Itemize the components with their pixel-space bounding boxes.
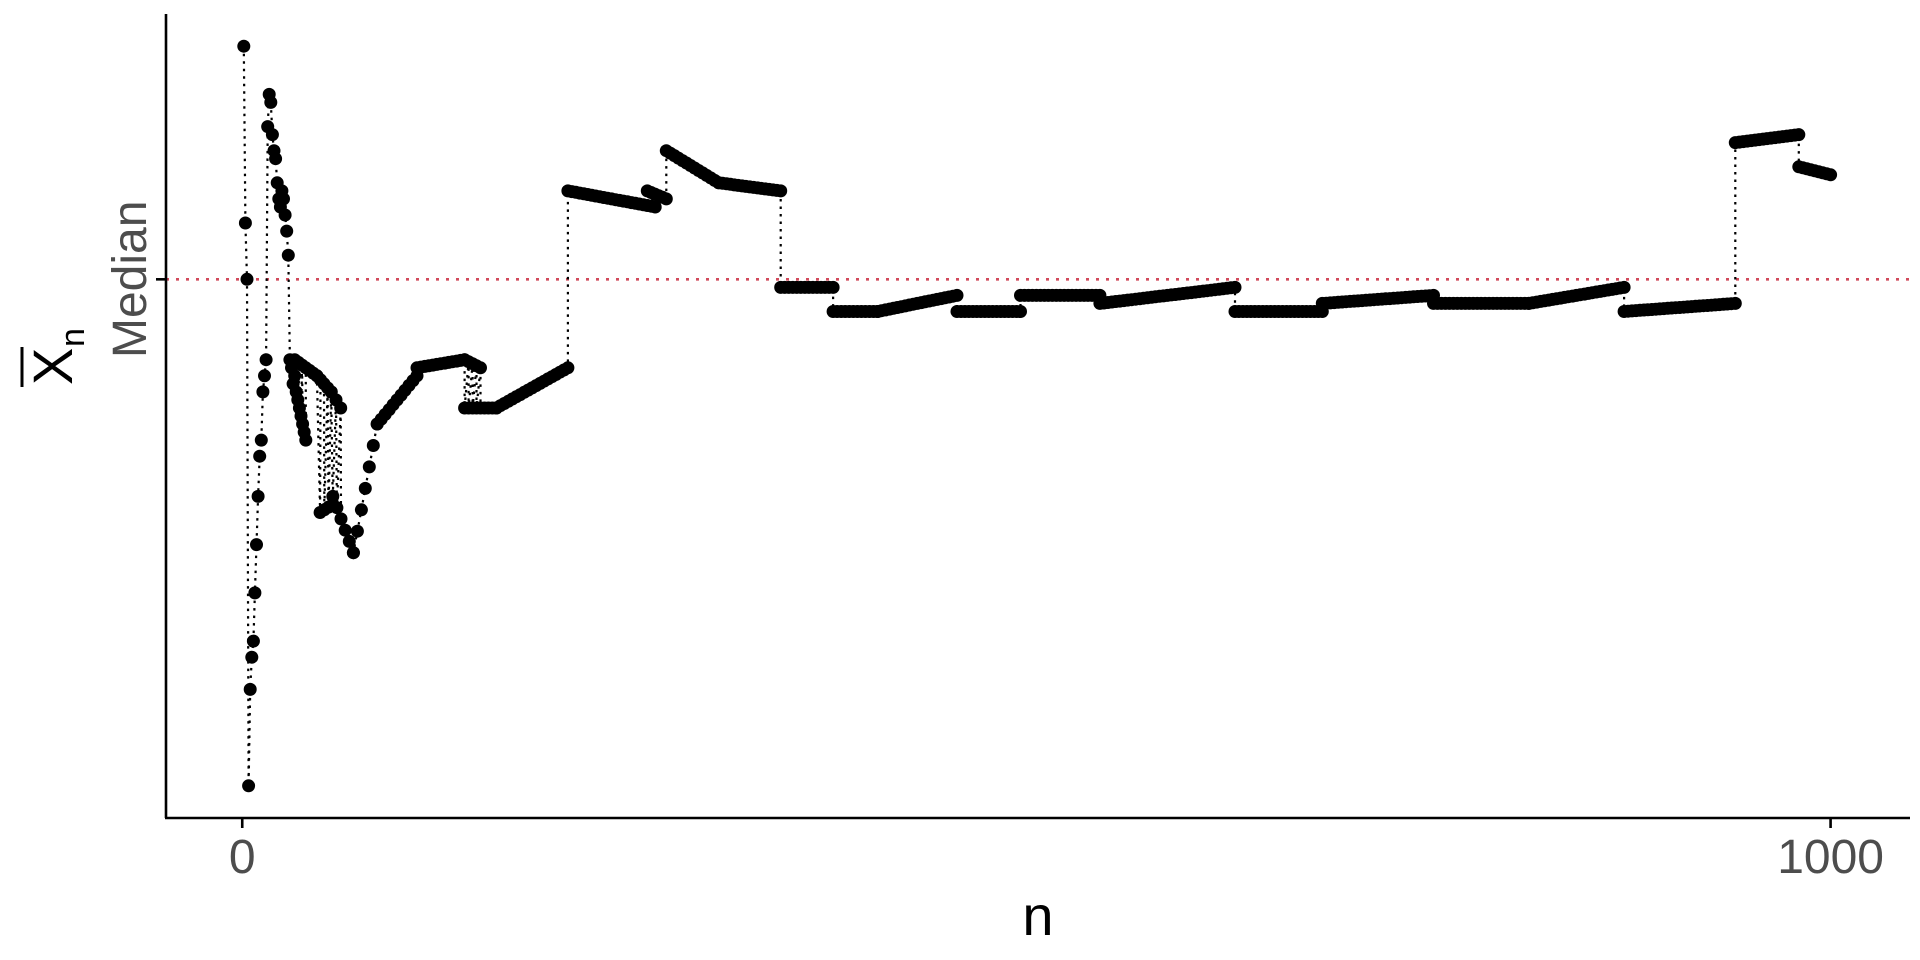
data-point xyxy=(238,216,252,230)
data-point xyxy=(330,501,344,515)
data-point xyxy=(774,184,788,198)
x-tick-label: 0 xyxy=(229,831,256,884)
data-point xyxy=(256,385,270,399)
data-point xyxy=(299,433,313,447)
data-point xyxy=(338,523,352,537)
x-tick-label: 1000 xyxy=(1777,831,1884,884)
data-point xyxy=(248,586,262,600)
data-point xyxy=(561,361,575,375)
data-point xyxy=(237,39,251,53)
data-point xyxy=(474,361,487,375)
data-point xyxy=(358,481,372,495)
data-point xyxy=(250,538,263,552)
data-point xyxy=(288,369,302,383)
data-point xyxy=(362,460,376,474)
data-point xyxy=(826,280,840,294)
y-axis-title-subscript: n xyxy=(54,328,92,347)
data-point xyxy=(659,192,673,206)
data-point xyxy=(254,433,268,447)
data-point xyxy=(278,208,292,222)
x-axis-title: n xyxy=(1022,884,1053,947)
y-ticks: Median xyxy=(104,201,166,358)
data-point xyxy=(240,272,254,286)
data-point xyxy=(280,224,294,238)
data-point xyxy=(346,546,360,560)
data-point xyxy=(950,288,964,302)
data-point xyxy=(334,512,348,526)
data-point xyxy=(1014,305,1027,318)
data-point xyxy=(326,489,340,503)
data-point xyxy=(265,128,279,142)
data-point xyxy=(253,449,267,463)
data-point xyxy=(350,524,364,538)
data-point xyxy=(366,439,380,452)
data-point xyxy=(342,534,356,548)
data-point xyxy=(281,248,295,262)
data-point xyxy=(334,401,348,415)
data-point xyxy=(251,489,265,503)
data-point xyxy=(258,369,271,383)
connector-path xyxy=(242,46,1831,786)
data-point xyxy=(354,503,368,517)
y-axis-title: X n xyxy=(20,328,92,387)
data-point xyxy=(242,779,256,793)
data-point xyxy=(246,634,260,648)
data-point xyxy=(277,192,290,206)
connector-lines xyxy=(242,46,1831,786)
data-point xyxy=(269,152,283,166)
data-point xyxy=(1824,168,1838,182)
data-point xyxy=(1617,280,1631,294)
data-points xyxy=(237,39,1838,793)
axes xyxy=(164,14,1910,820)
data-point xyxy=(648,200,662,214)
data-point xyxy=(1728,296,1742,310)
data-point xyxy=(245,650,259,664)
data-point xyxy=(1228,280,1242,294)
data-point xyxy=(259,353,273,367)
data-point xyxy=(264,95,278,109)
data-point xyxy=(1792,128,1806,142)
data-point xyxy=(243,682,257,696)
y-tick-label: Median xyxy=(104,201,157,358)
x-ticks: 0 1000 xyxy=(229,818,1884,884)
y-axis-title-main: X xyxy=(21,348,84,385)
